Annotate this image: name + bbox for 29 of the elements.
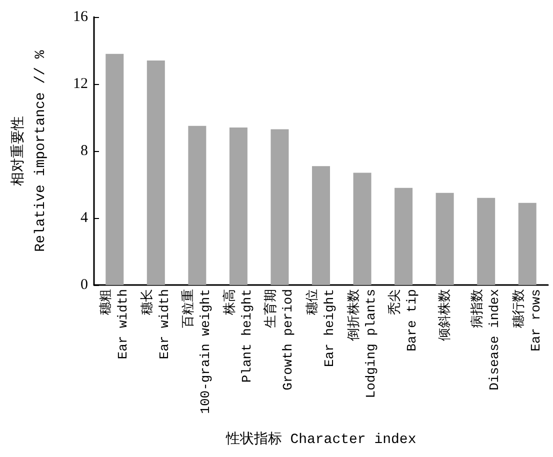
x-tick-label: 秃尖 Bare tip: [388, 289, 420, 352]
bar: [436, 192, 454, 285]
bar: [188, 126, 206, 285]
y-tick-label: 0: [80, 277, 88, 293]
x-tick-label: 百粒重 100-grain weight: [181, 289, 214, 414]
x-axis-title: 性状指标 Character index: [224, 431, 416, 448]
bar: [106, 54, 124, 285]
bar: [312, 166, 330, 285]
bar: [394, 188, 413, 285]
x-tick-label: 病指数 Disease index: [470, 288, 502, 390]
y-tick-label: 8: [80, 143, 88, 159]
x-tick-label: 穗粗 Ear width: [98, 289, 131, 360]
bar: [229, 128, 248, 285]
y-tick-label: 12: [73, 76, 88, 92]
y-axis-title: 相对重要性 Relative importance // %: [10, 50, 49, 252]
x-tick-label: 生育期 Growth period: [262, 289, 296, 390]
y-tick-label: 4: [80, 210, 88, 226]
x-tick-label: 倒折株数 Lodging plants: [346, 289, 378, 398]
x-tick-label: 株高 Plant height: [221, 289, 254, 383]
x-tick-label: 倾斜株数: [437, 289, 452, 341]
bar: [353, 172, 372, 285]
x-tick-label: 穗长 Ear width: [140, 289, 172, 360]
bar: [477, 198, 496, 285]
x-tick-label: 穗位 Ear height: [305, 289, 337, 368]
y-tick-label: 16: [73, 9, 88, 25]
bar: [518, 202, 536, 285]
bar: [270, 129, 289, 285]
x-tick-label: 穗行数 Ear rows: [511, 289, 544, 352]
bar: [146, 60, 165, 285]
